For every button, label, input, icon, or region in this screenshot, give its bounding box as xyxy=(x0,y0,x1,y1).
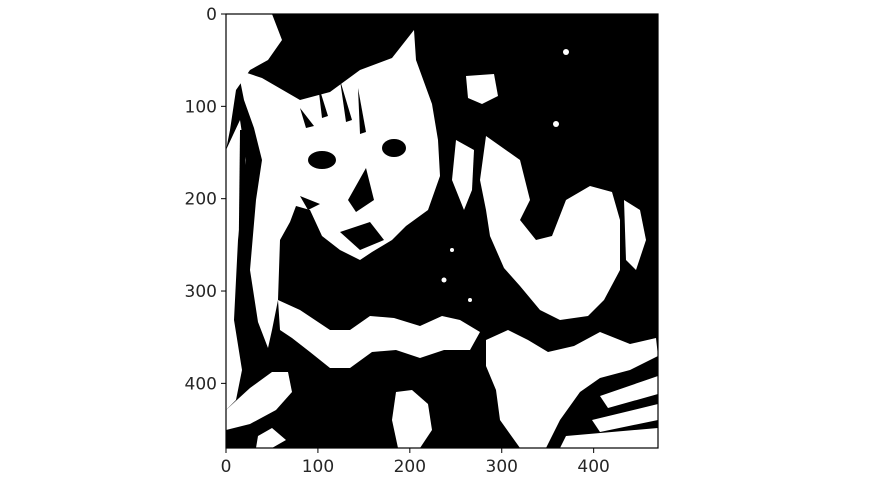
y-tick-label: 100 xyxy=(185,97,217,117)
y-tick-label: 300 xyxy=(185,282,217,302)
x-tick-label: 200 xyxy=(394,457,426,477)
x-tick-label: 100 xyxy=(302,457,334,477)
y-tick-label: 200 xyxy=(185,190,217,210)
y-axis: 0 100 200 300 400 xyxy=(185,5,226,394)
x-tick-label: 300 xyxy=(486,457,518,477)
x-axis: 0 100 200 300 400 xyxy=(221,448,610,477)
x-tick-label: 400 xyxy=(577,457,609,477)
axes-frame xyxy=(225,13,659,449)
binary-image xyxy=(226,14,658,448)
y-tick-label: 0 xyxy=(206,5,217,25)
y-tick-label: 400 xyxy=(185,374,217,394)
x-tick-label: 0 xyxy=(221,457,232,477)
image-black-details xyxy=(238,80,406,310)
image-speckles xyxy=(230,21,569,382)
image-white-regions xyxy=(226,14,658,448)
